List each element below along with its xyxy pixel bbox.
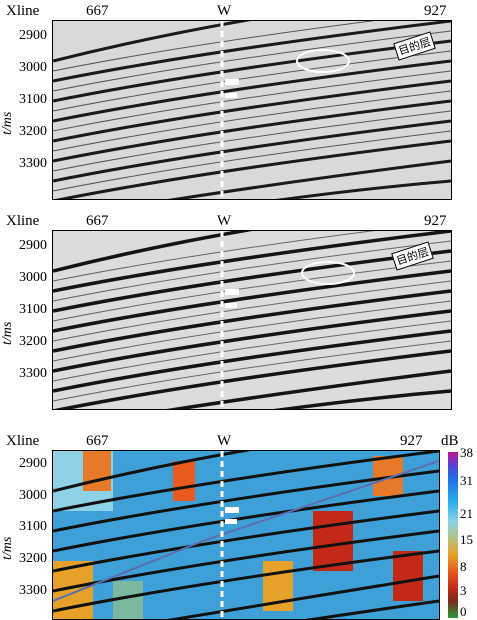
- seismic-section-attribute: Xline 667 W 927 dB 2900 3000 3100 3200 3…: [0, 430, 477, 620]
- y-tick: 2900: [19, 456, 47, 471]
- seismic-plot: [52, 20, 452, 200]
- xline-end: 927: [424, 3, 447, 19]
- xline-label: Xline: [6, 213, 40, 229]
- y-tick: 3000: [19, 488, 47, 503]
- colorbar-tick: 0: [460, 604, 467, 619]
- colorbar-unit: dB: [441, 433, 459, 449]
- y-tick: 3300: [19, 156, 47, 171]
- y-tick: 3200: [19, 334, 47, 349]
- attribute-image: [53, 451, 439, 619]
- xline-label: Xline: [6, 433, 40, 449]
- seismic-image: [53, 21, 451, 199]
- y-tick: 2900: [19, 238, 47, 253]
- colorbar: [448, 452, 458, 618]
- colorbar-tick: 8: [460, 559, 467, 574]
- y-tick: 3000: [19, 60, 47, 75]
- well-label: W: [217, 213, 232, 229]
- seismic-plot: [52, 230, 452, 410]
- y-tick: 2900: [19, 28, 47, 43]
- y-tick: 3200: [19, 551, 47, 566]
- xline-label: Xline: [6, 3, 40, 19]
- y-tick: 3100: [19, 519, 47, 534]
- colorbar-tick: 15: [460, 532, 473, 547]
- well-label: W: [217, 3, 232, 19]
- xline-end: 927: [400, 433, 423, 449]
- colorbar-tick: 31: [460, 473, 473, 488]
- xline-start: 667: [86, 213, 109, 229]
- colorbar-tick: 21: [460, 506, 473, 521]
- y-tick: 3300: [19, 583, 47, 598]
- y-tick: 3100: [19, 92, 47, 107]
- y-tick: 3200: [19, 124, 47, 139]
- xline-start: 667: [86, 3, 109, 19]
- y-axis-label: t/ms: [0, 111, 15, 135]
- y-tick: 3100: [19, 302, 47, 317]
- xline-end: 927: [424, 213, 447, 229]
- seismic-section-processed: Xline 667 W 927 2900 3000 3100 3200 3300…: [0, 210, 477, 415]
- seismic-section-original: Xline 667 W 927 2900 3000 3100 3200 3300…: [0, 0, 477, 205]
- seismic-image: [53, 231, 451, 409]
- y-axis-label: t/ms: [0, 321, 15, 345]
- colorbar-tick: 3: [460, 583, 467, 598]
- xline-start: 667: [86, 433, 109, 449]
- well-label: W: [217, 433, 232, 449]
- y-tick: 3000: [19, 270, 47, 285]
- y-axis-label: t/ms: [0, 536, 15, 560]
- y-tick: 3300: [19, 366, 47, 381]
- colorbar-tick: 38: [460, 445, 473, 460]
- attribute-plot: [52, 450, 440, 620]
